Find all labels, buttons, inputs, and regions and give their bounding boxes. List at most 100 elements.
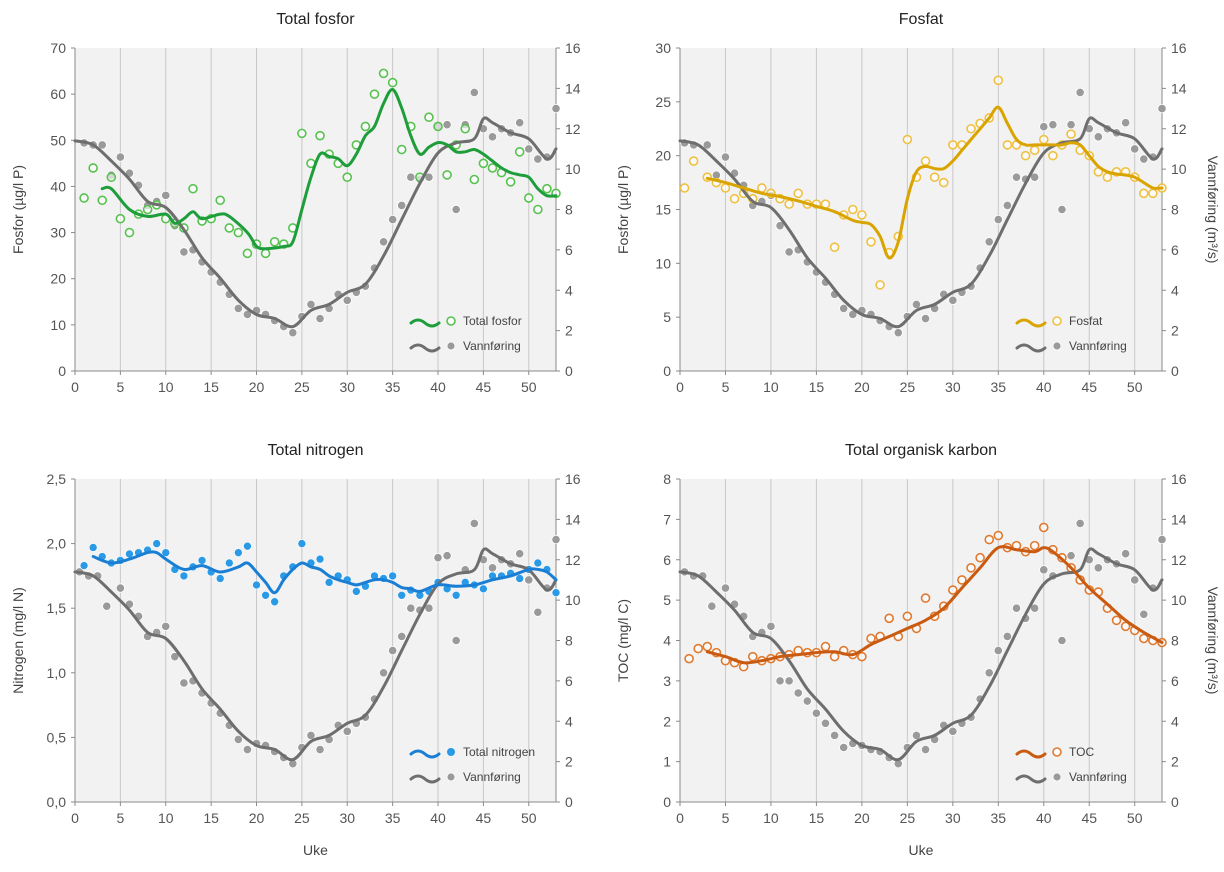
legend-marker <box>447 748 455 756</box>
x-tick-label: 45 <box>476 810 492 826</box>
data-point <box>948 140 958 150</box>
data-point <box>720 583 731 593</box>
y-tick-label: 10 <box>50 317 66 333</box>
y-axis-label: TOC (mg/l C) <box>615 599 631 682</box>
data-point <box>1111 615 1122 626</box>
data-point <box>424 112 434 123</box>
data-point <box>1011 172 1022 182</box>
data-point <box>242 248 253 259</box>
y2-tick-label: 16 <box>1171 40 1187 56</box>
data-point <box>839 742 849 753</box>
data-point <box>388 571 397 581</box>
x-tick-label: 10 <box>158 810 174 826</box>
legend-marker <box>1052 747 1062 757</box>
x-tick-label: 45 <box>1081 379 1097 395</box>
legend-label: TOC <box>1069 745 1094 759</box>
data-point <box>179 247 189 257</box>
x-tick-label: 50 <box>1127 810 1143 826</box>
data-point <box>102 601 112 611</box>
data-point <box>397 631 407 642</box>
series-line-vannf-ring-line <box>678 547 1164 762</box>
plot-area <box>75 479 556 802</box>
data-point <box>197 556 207 565</box>
x-tick-label: 5 <box>722 810 730 826</box>
data-point <box>388 645 398 656</box>
legend-label: Total nitrogen <box>463 745 535 759</box>
y2-tick-label: 6 <box>1171 673 1179 689</box>
data-point <box>1029 540 1040 551</box>
y2-tick-label: 12 <box>565 552 581 568</box>
data-point <box>1039 565 1049 575</box>
y2-tick-label: 6 <box>1171 242 1179 258</box>
x-tick-label: 0 <box>71 379 79 395</box>
x-tick-label: 0 <box>71 810 79 826</box>
data-point <box>551 103 561 114</box>
data-point <box>984 668 994 678</box>
x-tick-label: 50 <box>1127 379 1143 395</box>
data-point <box>396 144 407 155</box>
x-tick-label: 30 <box>339 810 355 826</box>
data-point <box>215 574 225 583</box>
y2-tick-label: 14 <box>1171 80 1187 96</box>
y-axis-label: Fosfor (µg/l P) <box>615 165 631 254</box>
data-point <box>920 744 931 755</box>
data-point <box>378 668 389 678</box>
data-point <box>1002 140 1013 150</box>
data-point <box>1130 144 1140 154</box>
data-point <box>884 613 894 624</box>
y2-tick-label: 12 <box>1171 121 1187 137</box>
data-point <box>306 730 316 740</box>
y-tick-label: 0,5 <box>47 729 67 745</box>
y2-tick-label: 8 <box>1171 633 1179 649</box>
data-point <box>1066 120 1076 130</box>
legend: TOC Vannføring <box>1015 745 1127 784</box>
data-point <box>757 183 767 193</box>
series-line-vannf-ring-line <box>73 116 558 329</box>
y2-tick-label: 0 <box>1171 363 1179 379</box>
y2-tick-label: 2 <box>565 754 573 770</box>
series-line-fosfat-line <box>705 105 1164 260</box>
y2-tick-label: 0 <box>1171 794 1179 810</box>
y2-tick-label: 8 <box>565 202 573 218</box>
x-tick-label: 45 <box>1081 810 1097 826</box>
data-point <box>1002 200 1012 211</box>
y-tick-label: 60 <box>50 86 66 102</box>
data-point <box>306 299 316 309</box>
data-point <box>993 530 1004 541</box>
data-point <box>161 190 171 200</box>
y-tick-label: 0 <box>663 363 671 379</box>
y2-tick-label: 2 <box>565 323 573 339</box>
data-point <box>1066 551 1076 561</box>
x-tick-label: 10 <box>763 379 779 395</box>
y2-axis-label: Vannføring (m³/s) <box>1205 587 1221 695</box>
data-point <box>784 247 794 257</box>
data-point <box>442 170 452 180</box>
data-point <box>487 563 498 573</box>
legend-line <box>1015 343 1047 353</box>
data-point <box>829 651 840 662</box>
data-point <box>142 204 153 215</box>
data-point <box>720 183 731 193</box>
data-point <box>911 299 922 309</box>
x-tick-label: 40 <box>430 379 446 395</box>
legend-line <box>409 774 441 784</box>
y-tick-label: 2,0 <box>47 536 67 552</box>
data-point <box>984 534 995 545</box>
x-tick-label: 35 <box>991 810 1007 826</box>
series-points-vannf-ring <box>679 518 1167 769</box>
data-point <box>315 130 325 141</box>
y2-tick-label: 2 <box>1171 323 1179 339</box>
data-point <box>170 652 180 662</box>
data-point <box>766 621 776 631</box>
x-axis-label: Uke <box>909 842 934 858</box>
data-point <box>911 730 922 740</box>
x-tick-label: 20 <box>854 810 870 826</box>
data-point <box>115 213 126 224</box>
chart-title: Fosfat <box>899 11 944 28</box>
x-tick-label: 10 <box>763 810 779 826</box>
legend-line <box>1015 749 1047 759</box>
data-point <box>793 688 803 698</box>
y2-tick-label: 0 <box>565 794 573 810</box>
